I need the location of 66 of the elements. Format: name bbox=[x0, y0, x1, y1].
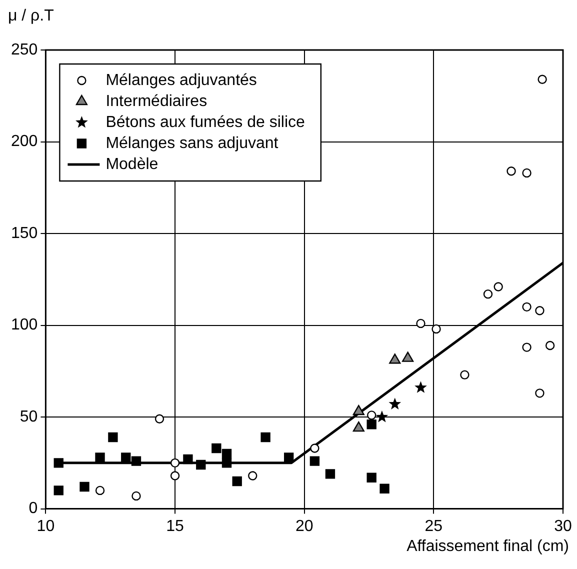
point bbox=[352, 404, 364, 416]
point bbox=[367, 410, 376, 420]
point bbox=[389, 354, 401, 364]
x-tick-label: 10 bbox=[36, 518, 55, 535]
point bbox=[325, 469, 336, 479]
point bbox=[416, 318, 426, 328]
point bbox=[95, 486, 105, 496]
point bbox=[483, 289, 493, 299]
point bbox=[108, 432, 118, 442]
x-tick-label: 15 bbox=[166, 518, 184, 535]
y-tick-label: 200 bbox=[10, 133, 38, 150]
legend-label: Mélanges sans adjuvant bbox=[106, 134, 279, 152]
x-axis-title: Affaissement final (cm) bbox=[406, 538, 569, 556]
point bbox=[260, 432, 270, 442]
point bbox=[132, 491, 141, 501]
point bbox=[310, 444, 320, 453]
point bbox=[222, 458, 232, 468]
point bbox=[535, 306, 544, 316]
y-tick-label: 100 bbox=[10, 316, 38, 334]
point bbox=[494, 282, 503, 292]
point bbox=[154, 414, 164, 424]
x-tick-label: 30 bbox=[554, 518, 572, 535]
point bbox=[366, 420, 376, 430]
legend-label: Intermédiaires bbox=[106, 92, 208, 110]
point bbox=[54, 458, 64, 468]
point bbox=[80, 482, 90, 492]
point bbox=[232, 476, 242, 486]
point bbox=[522, 302, 532, 312]
point bbox=[183, 454, 193, 464]
point bbox=[402, 352, 414, 362]
point bbox=[538, 74, 547, 84]
point bbox=[376, 410, 388, 422]
point bbox=[95, 452, 105, 462]
point bbox=[310, 456, 320, 466]
point bbox=[380, 484, 390, 494]
y-tick-label: 250 bbox=[10, 41, 38, 58]
legend-label: Bétons aux fumées de silice bbox=[106, 114, 306, 131]
point bbox=[248, 471, 258, 480]
point bbox=[522, 168, 532, 178]
legend-label: Mélanges adjuvantés bbox=[106, 72, 257, 89]
point bbox=[170, 458, 180, 468]
point bbox=[366, 472, 376, 482]
y-tick-label: 0 bbox=[28, 500, 38, 518]
y-tick-label: 150 bbox=[10, 224, 38, 242]
point bbox=[196, 460, 206, 470]
point bbox=[460, 370, 470, 380]
point bbox=[352, 421, 364, 432]
point bbox=[388, 398, 402, 410]
point bbox=[506, 166, 516, 176]
y-tick-label: 50 bbox=[20, 408, 38, 426]
point bbox=[212, 443, 222, 454]
legend-label: Modèle bbox=[106, 156, 158, 173]
point bbox=[170, 471, 180, 480]
point bbox=[432, 324, 441, 334]
point bbox=[545, 340, 555, 350]
point bbox=[54, 486, 64, 496]
point bbox=[131, 456, 142, 466]
point bbox=[414, 381, 427, 393]
y-axis-title: μ / ρ.T bbox=[8, 7, 54, 24]
point bbox=[222, 448, 232, 459]
x-tick-label: 25 bbox=[424, 518, 443, 535]
point bbox=[121, 452, 131, 462]
x-tick-label: 20 bbox=[295, 518, 314, 535]
point bbox=[535, 388, 544, 398]
point bbox=[284, 452, 294, 462]
point bbox=[522, 342, 532, 352]
